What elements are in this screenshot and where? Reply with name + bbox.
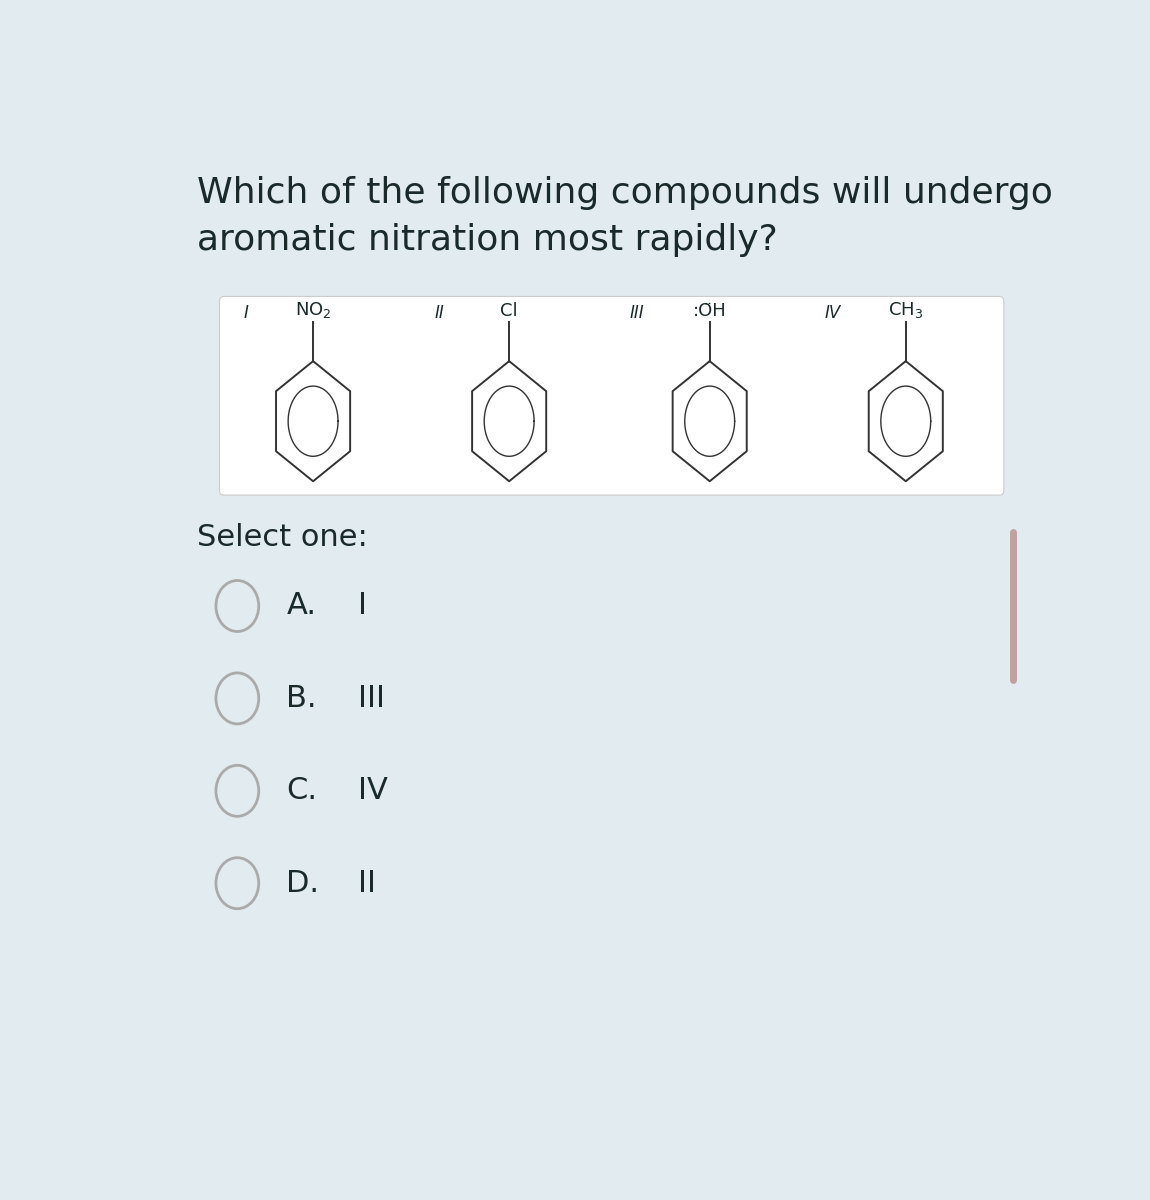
Text: II: II xyxy=(358,869,376,898)
Text: I: I xyxy=(358,592,367,620)
Text: CH$_3$: CH$_3$ xyxy=(888,300,923,319)
FancyBboxPatch shape xyxy=(220,296,1004,496)
Text: III: III xyxy=(358,684,384,713)
Ellipse shape xyxy=(216,673,259,724)
Text: Cl: Cl xyxy=(500,301,518,319)
Ellipse shape xyxy=(216,581,259,631)
Text: C.: C. xyxy=(286,776,317,805)
Text: A.: A. xyxy=(286,592,316,620)
Text: Select one:: Select one: xyxy=(198,523,368,552)
Text: II: II xyxy=(435,305,444,323)
Text: aromatic nitration most rapidly?: aromatic nitration most rapidly? xyxy=(198,222,777,257)
Text: D.: D. xyxy=(286,869,320,898)
Text: I: I xyxy=(243,305,248,323)
Text: Which of the following compounds will undergo: Which of the following compounds will un… xyxy=(198,176,1053,210)
Text: NO$_2$: NO$_2$ xyxy=(294,300,331,319)
Ellipse shape xyxy=(216,766,259,816)
Text: B.: B. xyxy=(286,684,317,713)
Text: IV: IV xyxy=(358,776,388,805)
Ellipse shape xyxy=(216,858,259,908)
Text: IV: IV xyxy=(825,305,841,323)
Text: III: III xyxy=(630,305,645,323)
Text: :ÖH: :ÖH xyxy=(692,301,727,319)
